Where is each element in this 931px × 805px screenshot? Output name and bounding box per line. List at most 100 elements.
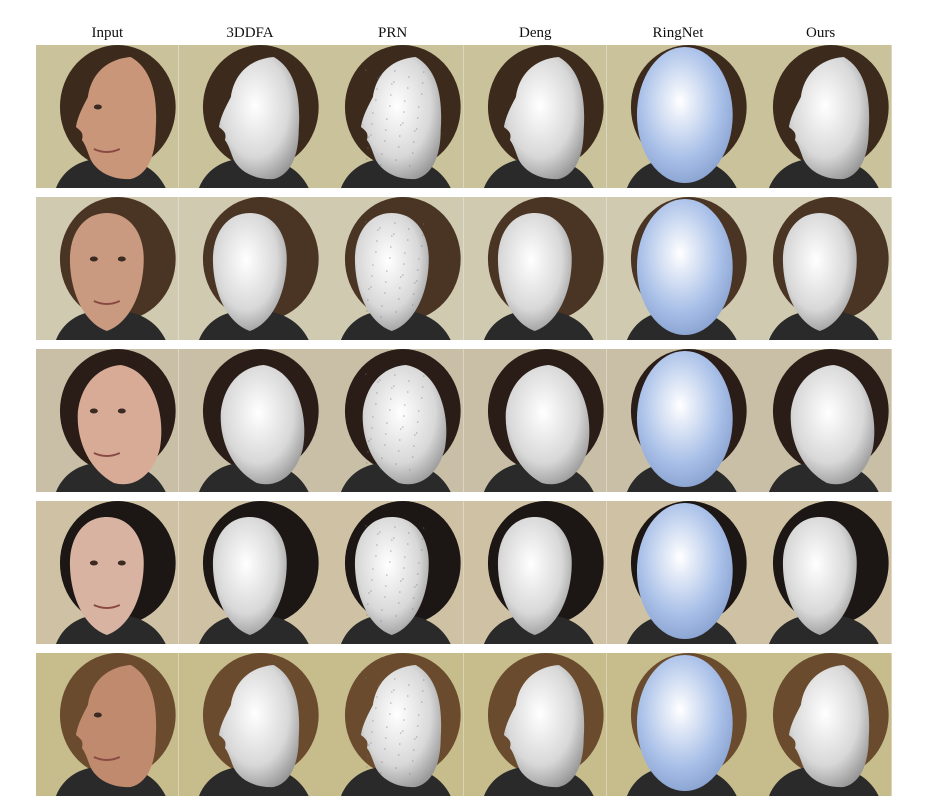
result-row <box>36 501 892 644</box>
mesh-head-ringnet <box>636 47 733 183</box>
cell-deng <box>463 653 607 796</box>
face-image <box>463 45 607 188</box>
header-3ddfa: 3DDFA <box>226 25 274 41</box>
face-image <box>749 349 892 492</box>
header-input: Input <box>91 25 124 41</box>
mesh-face-prn <box>361 665 442 788</box>
face-image <box>606 501 750 644</box>
cell-prn <box>321 197 464 340</box>
cell-prn <box>321 501 464 644</box>
cell-3ddfa <box>178 197 322 340</box>
face-image <box>178 501 322 644</box>
face-image <box>606 45 750 188</box>
face-photo <box>75 665 157 788</box>
mouth <box>93 604 121 609</box>
eye <box>117 560 126 566</box>
face-image <box>463 653 607 796</box>
eye <box>93 104 102 110</box>
mesh-face-ours <box>783 213 858 331</box>
cell-deng <box>463 45 607 188</box>
mesh-head-ringnet <box>636 655 733 791</box>
eye <box>89 256 98 262</box>
face-photo <box>69 517 144 635</box>
face-image <box>36 45 179 188</box>
face-image <box>749 653 892 796</box>
cell-input <box>36 501 179 644</box>
result-row <box>36 197 892 340</box>
column-headers: Input 3DDFA PRN Deng RingNet Ours <box>36 22 892 44</box>
cell-ringnet <box>606 197 750 340</box>
mesh-face-ours <box>789 665 870 788</box>
result-row <box>36 45 892 188</box>
face-photo <box>75 57 157 180</box>
cell-input <box>36 653 179 796</box>
cell-3ddfa <box>178 45 322 188</box>
eye <box>117 256 126 262</box>
cell-ringnet <box>606 45 750 188</box>
header-ringnet: RingNet <box>652 25 704 41</box>
eye <box>89 560 98 566</box>
cell-prn <box>321 349 464 492</box>
face-image <box>749 501 892 644</box>
cell-ours <box>749 501 892 644</box>
cell-ours <box>749 349 892 492</box>
cell-3ddfa <box>178 349 322 492</box>
mouth <box>93 452 121 457</box>
mesh-face-3ddfa <box>212 213 287 331</box>
mesh-face-ours <box>783 517 858 635</box>
face-image <box>463 349 607 492</box>
mesh-head-ringnet <box>636 199 733 335</box>
mesh-head-ringnet <box>636 503 733 639</box>
cell-input <box>36 197 179 340</box>
mesh-face-3ddfa <box>218 57 299 180</box>
eye <box>89 408 98 414</box>
face-image <box>321 501 464 644</box>
mesh-face-deng <box>505 365 590 485</box>
mesh-face-prn <box>355 517 430 635</box>
face-image <box>36 349 179 492</box>
cell-deng <box>463 501 607 644</box>
face-image <box>606 349 750 492</box>
face-image <box>178 653 322 796</box>
cell-ringnet <box>606 653 750 796</box>
mesh-face-ours <box>789 57 870 180</box>
mesh-face-deng <box>503 57 585 180</box>
mouth <box>93 148 121 153</box>
eye <box>117 408 126 414</box>
face-image <box>178 349 322 492</box>
cell-prn <box>321 45 464 188</box>
face-image <box>178 197 322 340</box>
cell-ours <box>749 197 892 340</box>
mesh-face-3ddfa <box>220 365 304 485</box>
mouth <box>93 300 121 305</box>
face-photo <box>69 213 144 331</box>
face-image <box>178 45 322 188</box>
face-image <box>36 197 179 340</box>
face-image <box>749 45 892 188</box>
face-image <box>321 349 464 492</box>
mesh-face-deng <box>503 665 585 788</box>
face-image <box>463 501 607 644</box>
cell-ringnet <box>606 349 750 492</box>
cell-3ddfa <box>178 501 322 644</box>
mesh-head-ringnet <box>636 351 733 487</box>
face-image <box>36 653 179 796</box>
mesh-face-prn <box>355 213 430 331</box>
header-deng: Deng <box>519 25 552 41</box>
mesh-face-deng <box>497 517 572 635</box>
face-image <box>606 653 750 796</box>
cell-input <box>36 349 179 492</box>
mouth <box>93 756 121 761</box>
face-image <box>606 197 750 340</box>
mesh-face-deng <box>497 213 572 331</box>
cell-deng <box>463 349 607 492</box>
face-image <box>36 501 179 644</box>
mesh-face-ours <box>790 365 875 485</box>
mesh-face-3ddfa <box>218 665 299 788</box>
face-image <box>321 45 464 188</box>
cell-ours <box>749 653 892 796</box>
cell-ringnet <box>606 501 750 644</box>
result-row <box>36 349 892 492</box>
result-row <box>36 653 892 796</box>
cell-deng <box>463 197 607 340</box>
